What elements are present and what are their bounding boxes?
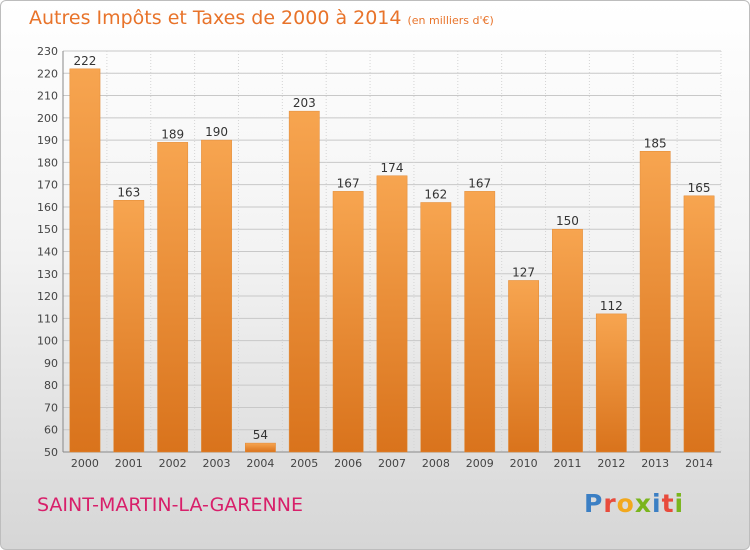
proxiti-logo: Proxiti	[584, 489, 684, 518]
bar-2010	[508, 280, 539, 453]
y-tick-label-150: 150	[37, 223, 58, 236]
x-tick-label-2003: 2003	[203, 457, 231, 470]
x-tick-label-2000: 2000	[71, 457, 99, 470]
x-tick-label-2005: 2005	[290, 457, 318, 470]
value-label-2003: 190	[205, 125, 228, 139]
y-tick-label-220: 220	[37, 67, 58, 80]
logo-letter-2: o	[616, 489, 635, 518]
value-label-2014: 165	[688, 181, 711, 195]
bar-2012	[595, 313, 627, 453]
x-tick-label-2002: 2002	[159, 457, 187, 470]
y-tick-label-180: 180	[37, 156, 58, 169]
y-tick-label-160: 160	[37, 201, 58, 214]
bar-2001	[113, 200, 145, 453]
logo-letter-5: t	[661, 489, 675, 518]
y-tick-label-190: 190	[37, 134, 58, 147]
value-label-2011: 150	[556, 214, 579, 228]
value-label-2005: 203	[293, 96, 316, 110]
value-label-2008: 162	[424, 187, 447, 201]
x-tick-label-2012: 2012	[597, 457, 625, 470]
value-label-2004: 54	[253, 428, 268, 442]
x-tick-label-2014: 2014	[685, 457, 713, 470]
chart-title-text: Autres Impôts et Taxes de 2000 à 2014	[29, 7, 402, 29]
logo-letter-0: P	[584, 489, 604, 518]
logo-letter-4: i	[652, 489, 662, 518]
x-tick-label-2001: 2001	[115, 457, 143, 470]
bar-2006	[332, 191, 364, 453]
x-tick-label-2008: 2008	[422, 457, 450, 470]
y-tick-label-110: 110	[37, 312, 58, 325]
labels: 222 2000 163 2001 189 2002 190 2003 54 2004 203 200…	[71, 54, 713, 470]
logo-letter-3: x	[634, 489, 652, 518]
chart-title: Autres Impôts et Taxes de 2000 à 2014 (en…	[29, 7, 494, 29]
value-label-2002: 189	[161, 127, 184, 141]
y-tick-label-140: 140	[37, 246, 58, 259]
y-tick-label-130: 130	[37, 268, 58, 281]
x-tick-label-2013: 2013	[641, 457, 669, 470]
bar-2005	[288, 110, 320, 453]
logo-letter-6: i	[674, 489, 685, 518]
y-tick-label-50: 50	[44, 446, 58, 459]
x-tick-label-2010: 2010	[510, 457, 538, 470]
y-tick-label-170: 170	[37, 179, 58, 192]
y-tick-label-100: 100	[37, 335, 58, 348]
value-label-2010: 127	[512, 265, 535, 279]
bar-2004	[245, 442, 276, 453]
y-tick-label-200: 200	[37, 112, 58, 125]
value-label-2007: 174	[381, 161, 404, 175]
value-label-2006: 167	[337, 176, 360, 190]
x-tick-label-2009: 2009	[466, 457, 494, 470]
town-name: SAINT-MARTIN-LA-GARENNE	[37, 494, 303, 516]
bar-2011	[552, 228, 583, 453]
y-tick-label-60: 60	[44, 424, 58, 437]
x-tick-label-2007: 2007	[378, 457, 406, 470]
logo-letter-1: r	[603, 489, 617, 518]
bar-2014	[683, 195, 715, 453]
y-tick-label-80: 80	[44, 379, 58, 392]
x-tick-label-2011: 2011	[553, 457, 581, 470]
y-tick-label-210: 210	[37, 90, 58, 103]
y-tick-label-120: 120	[37, 290, 58, 303]
bar-2002	[157, 142, 189, 453]
y-tick-label-230: 230	[37, 45, 58, 58]
value-label-2013: 185	[644, 136, 667, 150]
value-label-2012: 112	[600, 299, 623, 313]
value-label-2001: 163	[117, 185, 140, 199]
y-tick-label-70: 70	[44, 401, 58, 414]
y-tick-label-90: 90	[44, 357, 58, 370]
value-label-2009: 167	[468, 176, 491, 190]
bar-2008	[420, 202, 452, 453]
bar-2013	[639, 151, 671, 453]
bars	[69, 68, 715, 453]
x-tick-label-2006: 2006	[334, 457, 362, 470]
bar-2000	[69, 68, 101, 453]
bar-2009	[464, 191, 496, 453]
bar-2003	[201, 139, 232, 453]
bar-2007	[376, 175, 408, 453]
value-label-2000: 222	[73, 54, 96, 68]
chart-subtitle: (en milliers d'€)	[407, 14, 494, 27]
x-tick-label-2004: 2004	[246, 457, 274, 470]
